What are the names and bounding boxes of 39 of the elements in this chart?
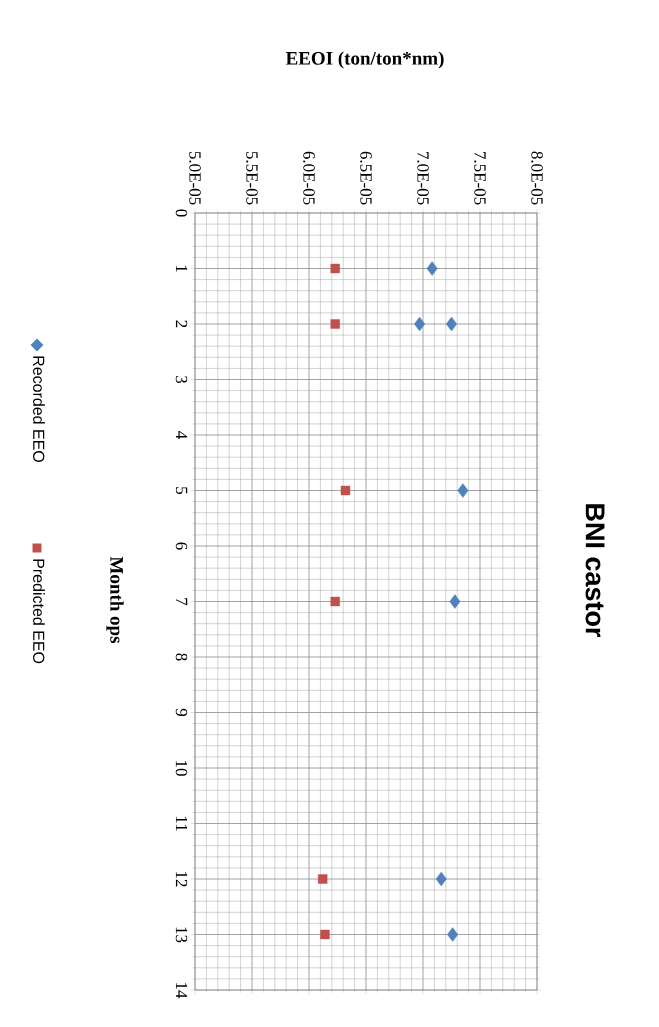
point (330, 263, 340, 274)
x-tick-label: 5.0E-05 (189, 151, 201, 205)
y-tick-label: 9 (175, 708, 188, 717)
y-tick-label: 7 (176, 598, 188, 606)
x-axis-title: EEOI (ton/ton*nm) (285, 51, 444, 69)
point (330, 319, 340, 329)
point (414, 316, 426, 332)
x-tick-label: 7.0E-05 (417, 152, 429, 205)
text: BNI castor (585, 504, 605, 638)
y-tick-label: 13 (175, 927, 188, 943)
y-tick-label: 4 (176, 431, 188, 439)
point (447, 927, 459, 942)
point (330, 596, 340, 607)
x-tick-label: 6.5E-05 (360, 151, 372, 205)
y-tick-label: 12 (175, 872, 188, 887)
y-tick-label: 6 (175, 542, 188, 550)
point (320, 929, 330, 940)
x-tick-label: 5.5E-05 (246, 151, 258, 205)
x-tick-label: 7.5E-05 (474, 152, 486, 205)
y-tick-label: 10 (175, 761, 188, 776)
y-axis-title: Month ops (106, 556, 124, 644)
x-tick-label: 8.0E-05 (531, 151, 543, 205)
point (457, 483, 469, 498)
y-tick-label: 2 (175, 320, 188, 328)
y-tick-label: 0 (175, 209, 188, 217)
y-tick-label: 1 (175, 265, 188, 272)
y-tick-label: 3 (175, 376, 188, 384)
y-tick-label: 5 (175, 487, 188, 495)
point (317, 874, 328, 884)
y-tick-label: 14 (175, 983, 188, 999)
legend-label: Recorded EEO (33, 356, 45, 463)
point (449, 594, 461, 609)
x-tick-label: 6.0E-05 (303, 151, 315, 205)
point (426, 261, 438, 276)
legend-label: Predicted EEO (33, 559, 45, 664)
point (435, 871, 447, 887)
point (340, 485, 351, 496)
y-tick-label: 11 (175, 816, 188, 831)
y-tick-label: 8 (175, 653, 188, 661)
